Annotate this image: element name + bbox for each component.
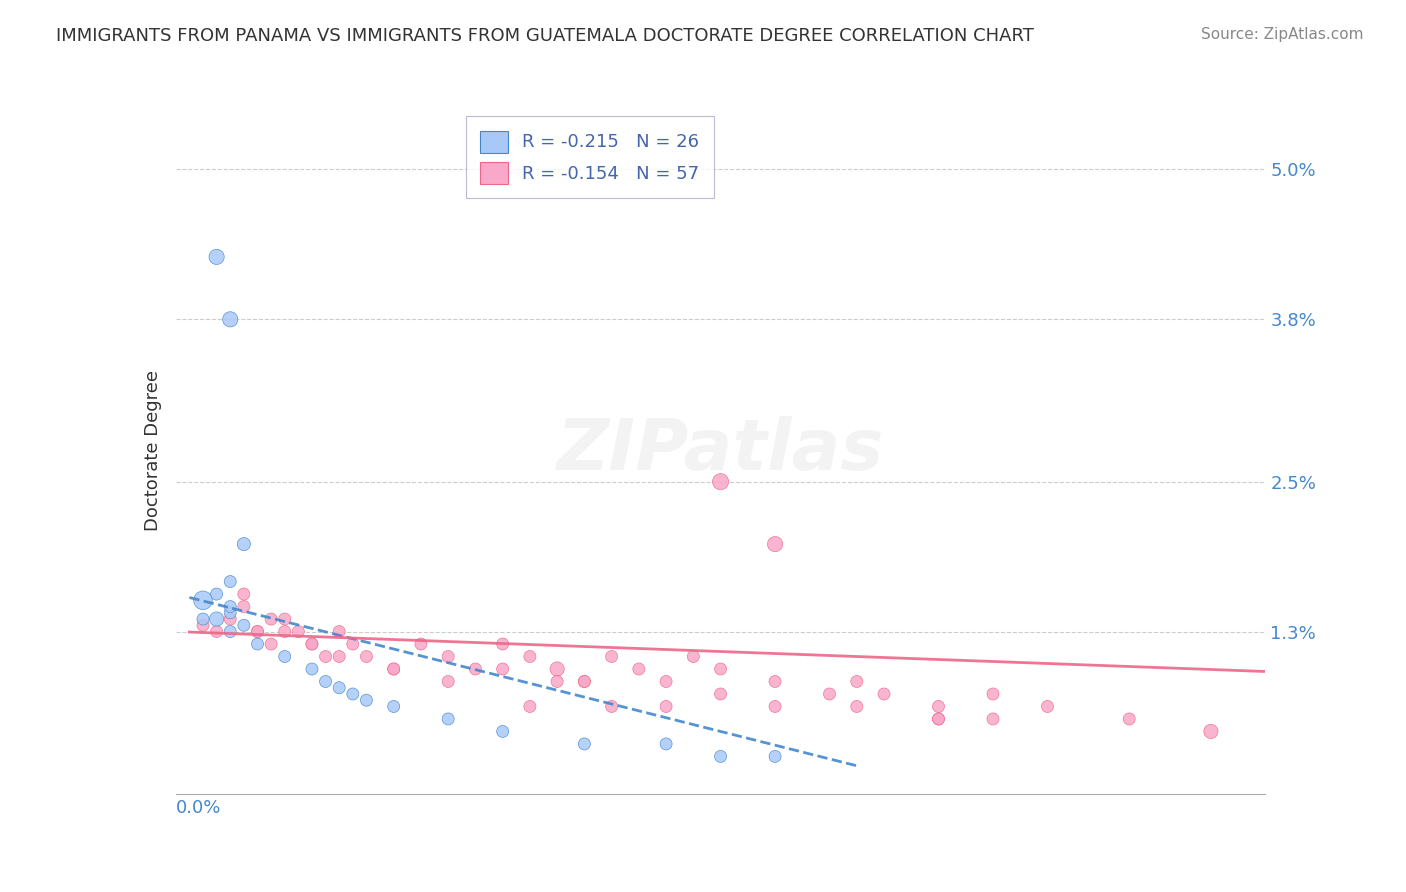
Point: [763, 537, 786, 551]
Point: [409, 637, 432, 651]
Point: [205, 587, 228, 601]
Text: Source: ZipAtlas.com: Source: ZipAtlas.com: [1201, 27, 1364, 42]
Point: [342, 637, 364, 651]
Point: [301, 637, 323, 651]
Point: [710, 749, 733, 764]
Point: [232, 537, 254, 551]
Point: [682, 649, 704, 664]
Point: [845, 674, 868, 689]
Point: [287, 624, 309, 639]
Point: [232, 599, 254, 614]
Point: [928, 699, 950, 714]
Point: [315, 649, 337, 664]
Point: [246, 624, 269, 639]
Point: [437, 712, 460, 726]
Point: [219, 599, 242, 614]
Point: [763, 674, 786, 689]
Point: [356, 649, 378, 664]
Point: [981, 712, 1004, 726]
Point: [437, 649, 460, 664]
Point: [191, 618, 214, 632]
Point: [655, 699, 678, 714]
Point: [818, 687, 841, 701]
Point: [382, 662, 405, 676]
Point: [205, 624, 228, 639]
Legend: R = -0.215   N = 26, R = -0.154   N = 57: R = -0.215 N = 26, R = -0.154 N = 57: [465, 116, 714, 198]
Point: [763, 749, 786, 764]
Point: [274, 612, 297, 626]
Point: [710, 475, 733, 489]
Point: [246, 624, 269, 639]
Point: [315, 674, 337, 689]
Point: [655, 674, 678, 689]
Point: [219, 612, 242, 626]
Point: [328, 624, 350, 639]
Point: [356, 693, 378, 707]
Point: [1036, 699, 1059, 714]
Point: [519, 699, 541, 714]
Point: [546, 662, 568, 676]
Point: [464, 662, 486, 676]
Point: [928, 712, 950, 726]
Text: ZIPatlas: ZIPatlas: [557, 416, 884, 485]
Point: [382, 699, 405, 714]
Point: [873, 687, 896, 701]
Point: [191, 593, 214, 607]
Text: IMMIGRANTS FROM PANAMA VS IMMIGRANTS FROM GUATEMALA DOCTORATE DEGREE CORRELATION: IMMIGRANTS FROM PANAMA VS IMMIGRANTS FRO…: [56, 27, 1035, 45]
Point: [574, 674, 596, 689]
Point: [845, 699, 868, 714]
Point: [546, 674, 568, 689]
Point: [710, 687, 733, 701]
Point: [655, 737, 678, 751]
Point: [492, 662, 515, 676]
Point: [342, 687, 364, 701]
Point: [600, 699, 623, 714]
Point: [219, 606, 242, 620]
Point: [260, 637, 283, 651]
Point: [205, 612, 228, 626]
Point: [492, 637, 515, 651]
Point: [1199, 724, 1222, 739]
Point: [301, 637, 323, 651]
Point: [519, 649, 541, 664]
Point: [232, 587, 254, 601]
Point: [205, 250, 228, 264]
Point: [492, 724, 515, 739]
Point: [1118, 712, 1140, 726]
Point: [574, 674, 596, 689]
Point: [574, 737, 596, 751]
Point: [191, 612, 214, 626]
Point: [219, 624, 242, 639]
Point: [274, 649, 297, 664]
Point: [274, 624, 297, 639]
Point: [928, 712, 950, 726]
Point: [260, 612, 283, 626]
Point: [328, 649, 350, 664]
Point: [219, 312, 242, 326]
Point: [627, 662, 650, 676]
Point: [301, 662, 323, 676]
Point: [328, 681, 350, 695]
Point: [382, 662, 405, 676]
Point: [246, 637, 269, 651]
Point: [600, 649, 623, 664]
Text: 0.0%: 0.0%: [176, 799, 221, 817]
Point: [219, 574, 242, 589]
Point: [232, 618, 254, 632]
Y-axis label: Doctorate Degree: Doctorate Degree: [143, 370, 162, 531]
Point: [710, 662, 733, 676]
Point: [981, 687, 1004, 701]
Point: [437, 674, 460, 689]
Point: [763, 699, 786, 714]
